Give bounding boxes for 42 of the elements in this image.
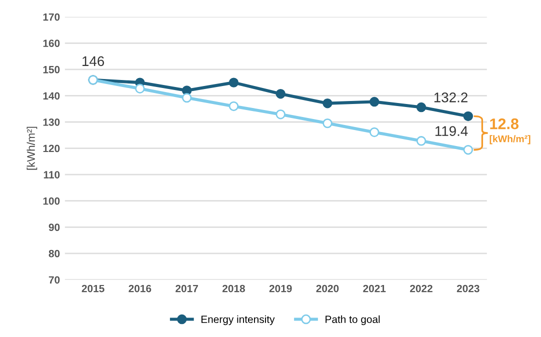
point [463,144,474,155]
y-tick-label: 170 [43,13,60,21]
point [228,101,239,112]
x-tick-label: 2021 [363,284,386,292]
y-tick-label: 130 [43,118,60,126]
y-tick-label: 150 [43,66,60,74]
point [370,127,380,138]
y-tick-label: 70 [48,276,60,284]
point [463,111,474,122]
point [276,89,286,99]
x-tick-label: 2017 [176,284,198,292]
data-label: 132.2 [434,92,468,102]
y-tick-label: 110 [44,171,60,178]
y-tick-label: 100 [43,197,60,205]
x-tick-label: 2018 [222,284,245,292]
point [322,98,332,108]
y-tick-label: 120 [43,144,60,152]
x-tick-label: 2015 [82,284,104,292]
point [416,102,426,112]
y-tick-label: 80 [48,250,60,258]
y-tick-label: 140 [43,92,60,100]
text: [kWh/m²] [490,135,530,144]
data-label: 119.4 [435,126,468,136]
x-tick-label: 2022 [410,284,432,292]
x-tick-label: 2016 [128,284,152,292]
point [276,110,286,120]
point [135,84,145,94]
legend-label: Path to goal [326,315,380,326]
x-tick-label: 2019 [269,284,292,292]
x-tick-label: 2020 [316,284,339,292]
y-axis-title: [kWh/m²] [26,126,38,170]
point [322,118,332,128]
x-tick-label: 2023 [456,284,480,292]
y-tick-label: 160 [43,40,60,48]
data-label: 146 [82,56,104,66]
point [370,96,380,107]
point [416,136,426,146]
point [182,92,192,103]
y-tick-label: 90 [48,224,60,232]
annotation: 12.8 [490,118,519,130]
legend-label: Energy intensity [201,315,275,326]
point [228,78,239,88]
